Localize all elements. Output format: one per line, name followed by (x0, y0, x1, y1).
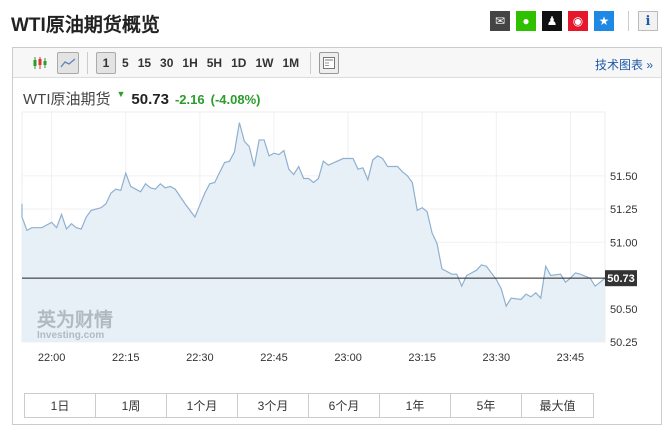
range-4[interactable]: 6个月 (309, 394, 380, 417)
x-tick-label: 23:15 (408, 352, 436, 364)
qq-icon[interactable]: ♟ (542, 11, 562, 31)
chart-widget: 1 5 15 30 1H 5H 1D 1W 1M 技术图表 » WTI原油期货 ▼ 50.73 … (12, 47, 662, 425)
page-title: WTI原油期货概览 (11, 15, 160, 36)
interval-15[interactable]: 15 (137, 55, 152, 70)
price-chart: 22:00 22:15 22:30 22:45 23:00 23:15 23:30 23:45… (21, 111, 638, 364)
y-tick-label: 51.25 (610, 204, 638, 216)
range-3[interactable]: 3个月 (238, 394, 309, 417)
watermark-logo: Investing.com (37, 330, 104, 341)
candlestick-icon[interactable] (29, 52, 51, 74)
x-tick-label: 22:00 (38, 352, 66, 364)
x-tick-label: 23:45 (557, 352, 585, 364)
divider (87, 51, 88, 74)
technical-chart-link[interactable]: 技术图表 » (594, 58, 653, 72)
layout-icon[interactable] (319, 51, 340, 74)
price-change: -2.16 (174, 92, 205, 107)
range-6[interactable]: 5年 (451, 394, 522, 417)
last-price-tag (605, 270, 637, 287)
interval-5H[interactable]: 5H (206, 55, 223, 70)
area-fill (22, 122, 605, 343)
x-tick-label: 22:15 (112, 352, 140, 364)
interval-1M[interactable]: 1M (282, 55, 300, 70)
watermark-logo: 英为财情 (37, 308, 113, 331)
last-price-tag-label: 50.73 (607, 273, 635, 285)
interval-1D[interactable]: 1D (231, 55, 247, 70)
email-icon[interactable]: ✉ (490, 11, 510, 31)
line-chart-icon[interactable] (57, 51, 79, 74)
interval-1W[interactable]: 1W (255, 55, 274, 70)
wechat-icon[interactable]: ● (516, 11, 536, 31)
range-7[interactable]: 最大值 (539, 399, 576, 413)
divider (628, 11, 629, 31)
x-tick-label: 23:00 (334, 352, 362, 364)
y-tick-label: 50.50 (610, 304, 638, 316)
weibo-icon[interactable]: ◉ (568, 11, 588, 31)
y-tick-label: 50.25 (610, 337, 638, 349)
last-price: 50.73 (131, 91, 169, 108)
interval-5[interactable]: 5 (122, 55, 129, 70)
range-1[interactable]: 1周 (96, 394, 167, 417)
favorite-icon[interactable]: ★ (594, 11, 614, 31)
range-2[interactable]: 1个月 (167, 394, 238, 417)
down-arrow-icon: ▼ (116, 89, 126, 99)
instrument-name: WTI原油期货 (23, 91, 111, 108)
range-selector: 1日 1周 1个月 3个月 6个月 1年 5年 最大值 (24, 393, 594, 418)
info-icon[interactable]: i (638, 11, 658, 31)
interval-1H[interactable]: 1H (182, 55, 198, 70)
interval-1[interactable]: 1 (96, 51, 116, 74)
x-tick-label: 22:30 (186, 352, 214, 364)
range-0[interactable]: 1日 (25, 394, 96, 417)
x-tick-label: 22:45 (260, 352, 288, 364)
divider (310, 51, 312, 74)
quote-line: WTI原油期货 ▼ 50.73 -2.16 (-4.08%) (23, 88, 260, 109)
x-tick-label: 23:30 (483, 352, 511, 364)
y-tick-label: 51.00 (610, 237, 638, 249)
interval-30[interactable]: 30 (160, 55, 174, 70)
range-5[interactable]: 1年 (380, 394, 451, 417)
share-bar: ✉ ● ♟ ◉ ★ (490, 11, 614, 31)
chart-toolbar: 1 5 15 30 1H 5H 1D 1W 1M 技术图表 » (13, 48, 661, 78)
price-change-percent: (-4.08%) (210, 92, 261, 107)
y-tick-label: 51.50 (610, 171, 638, 183)
